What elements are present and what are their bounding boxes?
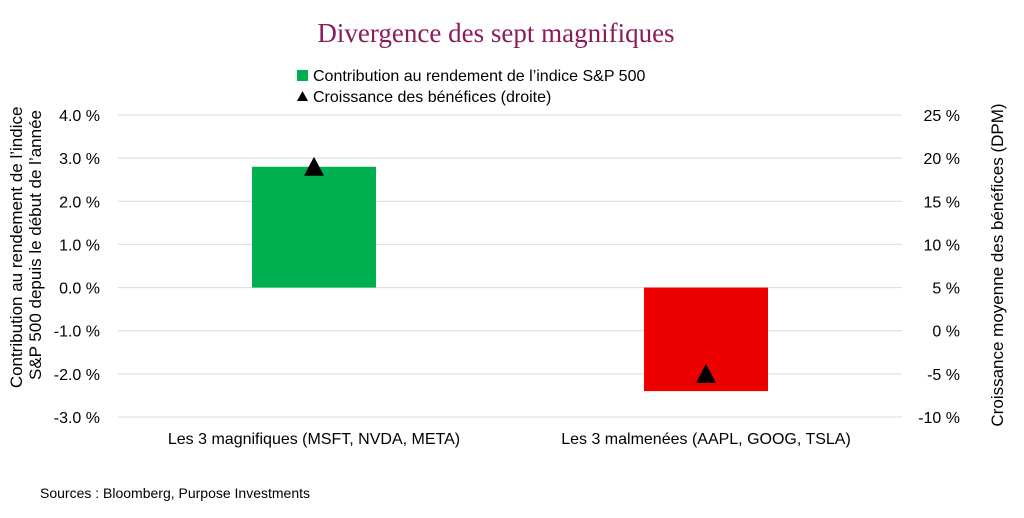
left-axis-title-line-1: Contribution au rendement de l’indice [7,107,26,389]
left-axis-title: Contribution au rendement de l’indice S&… [7,102,45,388]
right-tick-label: 5 % [932,281,960,298]
category-labels: Les 3 magnifiques (MSFT, NVDA, META) Les … [168,431,851,448]
left-tick-label: -1.0 % [54,324,100,341]
left-tick-label: -3.0 % [54,410,100,427]
bars [252,166,768,392]
earnings-marker [304,156,324,176]
left-tick-label: 2.0 % [59,194,100,211]
right-tick-label: 20 % [924,151,960,168]
category-label: Les 3 magnifiques (MSFT, NVDA, META) [168,431,460,448]
gridlines [118,114,902,418]
legend-label-contribution: Contribution au rendement de l’indice S&… [313,68,645,85]
chart-title: Divergence des sept magnifiques [317,18,674,48]
markers [304,156,716,383]
left-tick-label: 4.0 % [59,108,100,125]
left-axis-ticks: 4.0 % 3.0 % 2.0 % 1.0 % 0.0 % -1.0 % -2.0 % -3.… [54,108,100,427]
right-tick-label: 15 % [924,194,960,211]
right-tick-label: -10 % [918,410,960,427]
bar [252,166,376,288]
right-tick-label: 25 % [924,108,960,125]
left-tick-label: 1.0 % [59,237,100,254]
legend: Contribution au rendement de l’indice S&… [297,68,645,106]
left-tick-label: 3.0 % [59,151,100,168]
right-tick-label: 0 % [932,324,960,341]
right-tick-label: -5 % [927,367,960,384]
source-note: Sources : Bloomberg, Purpose Investments [40,485,310,501]
left-tick-label: 0.0 % [59,281,100,298]
legend-label-earnings: Croissance des bénéfices (droite) [313,89,551,106]
legend-triangle-swatch [297,91,308,101]
legend-bar-swatch [297,70,308,81]
left-axis-title-line-2: S&P 500 depuis le début de l’année [26,110,45,380]
earnings-marker [696,363,716,383]
right-tick-label: 10 % [924,237,960,254]
left-tick-label: -2.0 % [54,367,100,384]
right-axis-title: Croissance moyenne des bénéfices (DPM) [988,103,1007,426]
category-label: Les 3 malmenées (AAPL, GOOG, TSLA) [561,431,851,448]
right-axis-ticks: 25 % 20 % 15 % 10 % 5 % 0 % -5 % -10 % [918,108,960,427]
